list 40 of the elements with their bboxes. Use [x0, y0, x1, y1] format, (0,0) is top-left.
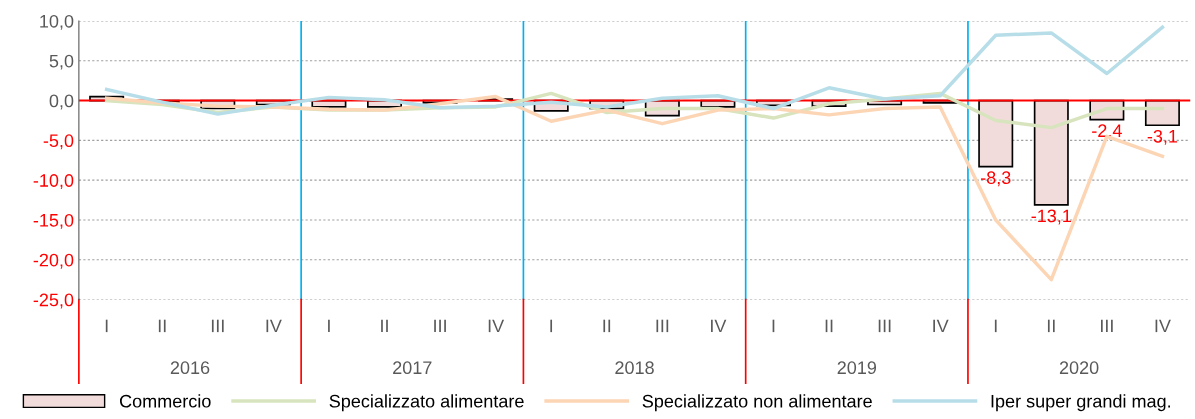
y-tick-label: 0,0: [49, 94, 74, 110]
x-tick-label: IV: [266, 319, 282, 333]
x-tick-label: III: [211, 319, 224, 333]
text: 2018: [615, 361, 654, 375]
x-tick-label: III: [878, 319, 891, 333]
text: 2016: [170, 361, 210, 375]
x-tick-label: IV: [1155, 319, 1171, 333]
x-tick-label: III: [656, 319, 669, 333]
data-label: -3,1: [1147, 129, 1178, 145]
y-tick-label: 5,0: [49, 54, 74, 70]
x-tick-label: IV: [488, 319, 505, 333]
x-tick-label: I: [328, 319, 330, 333]
x-tick-label: III: [1101, 319, 1113, 333]
x-tick-label: IV: [933, 319, 949, 333]
x-tick-label: III: [434, 319, 446, 333]
x-tick-label: II: [825, 319, 833, 333]
x-tick-label: II: [1047, 319, 1055, 333]
x-tick-label: II: [603, 319, 611, 333]
x-tick-label: I: [105, 319, 108, 333]
y-tick-label: -5,0: [43, 134, 74, 150]
text: 2020: [1059, 361, 1099, 375]
x-tick-label: I: [994, 319, 997, 333]
x-tick-label: I: [550, 319, 553, 333]
text: 2017: [393, 361, 432, 375]
x-tick-label: I: [772, 319, 775, 333]
text: 2019: [837, 361, 877, 375]
y-tick-label: -15,0: [33, 213, 74, 229]
x-tick-label: II: [158, 319, 166, 333]
legend-label: Commercio: [120, 394, 211, 408]
data-label: -8,3: [980, 171, 1011, 187]
y-tick-label: -10,0: [33, 174, 74, 190]
data-label: -13,1: [1031, 209, 1071, 225]
legend-label: Specializzato alimentare: [329, 394, 524, 412]
legend-label: Specializzato non alimentare: [642, 394, 872, 412]
y-tick-label: 10,0: [40, 14, 74, 30]
legend-label: Iper super grandi mag.: [991, 394, 1170, 412]
x-tick-label: II: [381, 319, 388, 333]
y-tick-label: -20,0: [33, 253, 74, 269]
y-tick-label: -25,0: [33, 293, 74, 309]
x-tick-label: IV: [711, 319, 727, 333]
